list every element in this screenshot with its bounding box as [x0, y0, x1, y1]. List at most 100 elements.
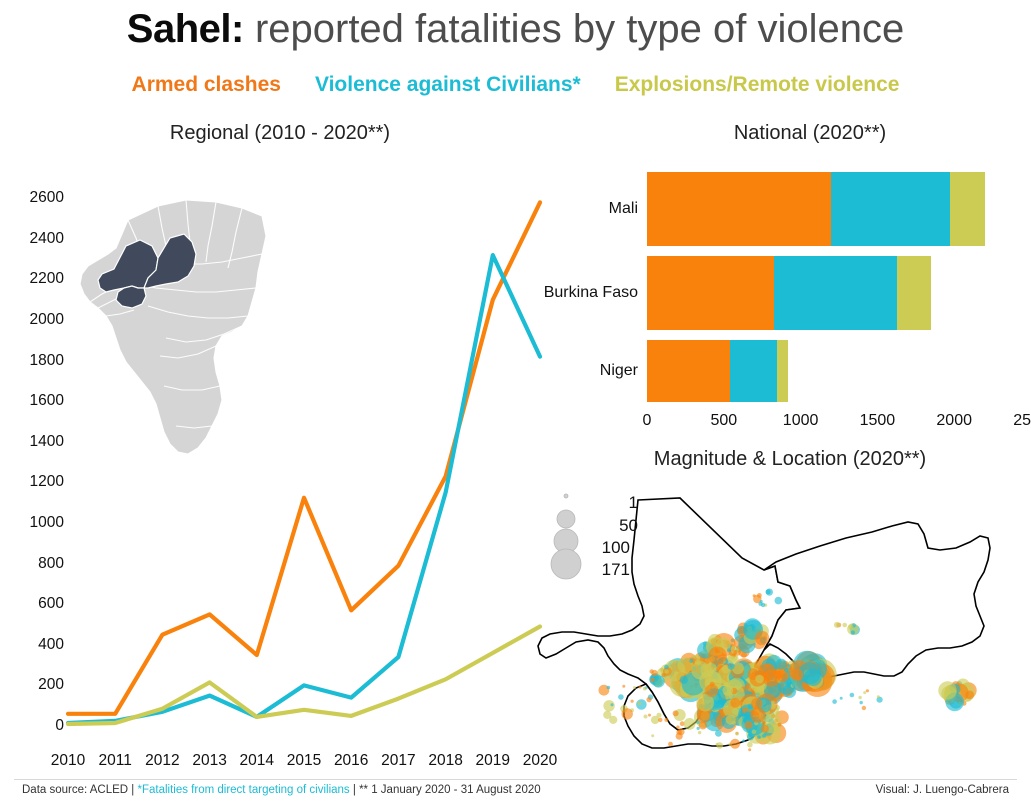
y-axis-tick: 2400 — [29, 229, 64, 247]
bar-track-niger — [647, 340, 1031, 402]
legend-item-armed-clashes: Armed clashes — [131, 73, 281, 96]
legend-item-violence-civilians: Violence against Civilians* — [314, 73, 581, 96]
size-legend-label-100: 100 — [601, 538, 630, 557]
x-axis-tick: 2010 — [50, 752, 86, 769]
map-bubble — [727, 648, 732, 653]
africa-inset-map — [66, 176, 316, 466]
chart-legend: Armed clashes Violence against Civilians*… — [0, 72, 1031, 98]
bar-row: Burkina Faso — [520, 256, 1031, 330]
size-legend-bubble — [550, 548, 582, 580]
y-axis-tick: 2000 — [29, 311, 64, 329]
map-bubble — [775, 658, 787, 670]
map-bubble — [758, 663, 776, 681]
map-bubble — [650, 677, 655, 683]
map-bubble — [777, 670, 789, 682]
map-bubble — [751, 729, 757, 735]
bar-segment-explosions-remote-violence — [949, 172, 985, 246]
y-axis-tick: 2200 — [29, 270, 64, 288]
x-axis-tick: 2013 — [192, 752, 227, 769]
bar-x-axis-tick: 1500 — [859, 412, 896, 429]
map-bubble — [725, 714, 736, 725]
map-bubble — [697, 730, 702, 735]
line-chart-y-axis: 0 200 400 600 800 1000 1200 1400 1600 1800 2000 220… — [0, 160, 64, 740]
map-bubble — [696, 693, 714, 712]
map-bubble — [708, 646, 727, 666]
x-axis-tick: 2018 — [428, 752, 463, 769]
map-bubble — [747, 741, 753, 748]
map-bubble — [606, 685, 611, 690]
map-bubble — [833, 621, 840, 628]
map-bubble — [730, 697, 741, 708]
bar-x-axis-tick: 500 — [710, 412, 738, 429]
map-bubble — [861, 705, 867, 711]
page-title: Sahel: reported fatalities by type of vi… — [0, 6, 1031, 52]
map-bubble — [742, 739, 745, 743]
y-axis-tick: 1200 — [29, 473, 64, 491]
y-axis-tick: 1800 — [29, 351, 64, 369]
map-bubble — [735, 731, 739, 736]
bar-segment-armed-clashes — [647, 172, 832, 246]
map-bubble — [637, 701, 642, 706]
y-axis-tick: 600 — [38, 595, 64, 613]
map-bubble — [775, 711, 780, 716]
map-bubble — [633, 686, 636, 690]
x-axis-tick: 2017 — [381, 752, 416, 769]
map-bubble — [648, 713, 651, 717]
map-bubble — [744, 711, 749, 716]
map-bubble — [638, 685, 642, 689]
bar-label-burkina-faso: Burkina Faso — [543, 284, 638, 301]
map-bubble — [748, 748, 752, 752]
line-series-armed-clashes — [65, 200, 543, 716]
map-bubble — [676, 725, 680, 729]
footer-source-post: | ** 1 January 2020 - 31 August 2020 — [349, 784, 541, 796]
y-axis-tick: 1000 — [29, 514, 64, 532]
title-light: reported fatalities by type of violence — [243, 7, 905, 51]
map-bubble — [730, 738, 741, 749]
map-bubble — [765, 589, 771, 595]
map-bubble — [863, 691, 867, 695]
bar-label-niger: Niger — [599, 362, 638, 379]
map-bubble — [759, 600, 763, 603]
map-bubble — [603, 700, 615, 712]
x-axis-tick: 2014 — [239, 752, 275, 769]
map-bubble — [696, 720, 700, 724]
map-bubble — [659, 667, 664, 672]
map-bubble — [658, 717, 663, 723]
map-bubble — [745, 682, 751, 688]
map-bubble — [790, 668, 803, 681]
map-bubble — [778, 677, 795, 695]
map-bubble — [757, 735, 761, 739]
map-bubble — [715, 730, 722, 737]
regional-line-plot — [65, 178, 543, 727]
map-bubble — [643, 714, 648, 719]
bar-x-axis-tick: 0 — [642, 412, 652, 429]
size-legend-label-50: 50 — [619, 516, 638, 535]
bar-x-axis-tick: 2500 — [1013, 412, 1031, 429]
map-bubble — [859, 700, 863, 705]
size-legend-bubble — [556, 509, 576, 529]
footer-source-pre: Data source: ACLED | — [22, 784, 138, 796]
map-bubble — [748, 734, 752, 738]
map-bubble — [865, 689, 869, 693]
map-bubble — [672, 710, 679, 717]
map-bubble — [618, 694, 624, 700]
map-bubble — [832, 699, 837, 704]
map-bubble — [598, 684, 610, 696]
map-bubble — [938, 681, 957, 700]
bar-track-burkina-faso — [647, 256, 1031, 330]
map-bubble — [636, 699, 647, 710]
national-bar-chart: Mali Burkina Faso Niger 0 500 1000 1500 2000… — [520, 150, 1031, 440]
bar-segment-violence-against-civilians — [831, 172, 950, 246]
national-panel-title: National (2020**) — [733, 122, 887, 144]
x-axis-tick: 2011 — [98, 752, 132, 769]
map-bubble — [753, 594, 762, 604]
y-axis-tick: 200 — [38, 676, 64, 694]
line-chart-x-axis: 2010 2011 2012 2013 2014 2015 2016 2017 2018 2019… — [40, 752, 560, 778]
map-bubble — [646, 697, 652, 703]
map-bubble — [850, 630, 855, 635]
footer-source-note: *Fatalities from direct targeting of civ… — [137, 784, 350, 796]
bar-x-axis-tick: 1000 — [782, 412, 819, 429]
bar-segment-explosions-remote-violence — [776, 340, 789, 402]
map-bubble — [677, 728, 685, 736]
bar-x-axis-tick: 2000 — [936, 412, 972, 429]
